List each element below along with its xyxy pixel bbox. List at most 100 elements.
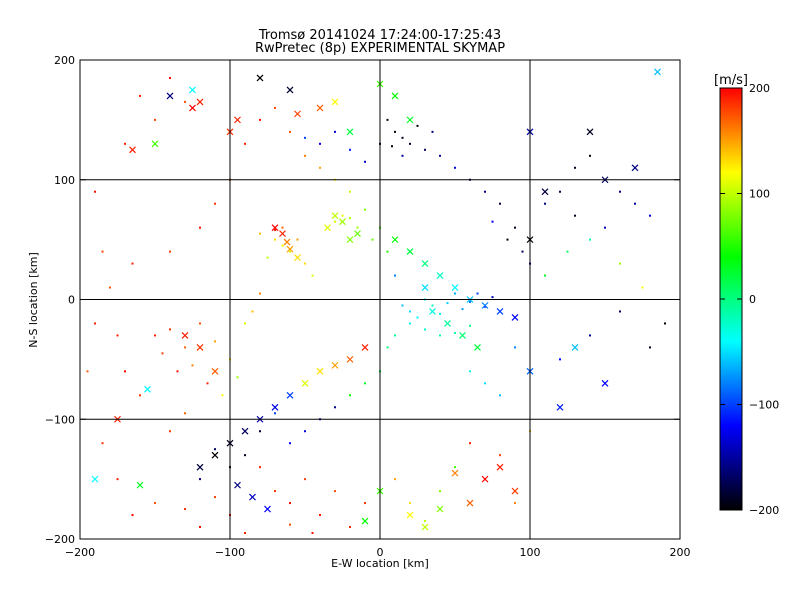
data-point-x — [429, 308, 436, 315]
data-point — [409, 310, 411, 313]
data-point — [274, 106, 276, 109]
data-point — [169, 328, 171, 331]
data-point — [259, 118, 261, 121]
data-point-x — [91, 475, 99, 483]
data-point — [649, 214, 651, 217]
data-point-x — [283, 238, 291, 246]
data-point — [334, 490, 336, 493]
data-point — [199, 526, 201, 529]
data-point-x — [511, 314, 519, 321]
data-point — [266, 256, 269, 259]
data-point — [214, 496, 216, 499]
data-point — [491, 296, 494, 299]
data-point-x — [391, 92, 399, 100]
data-point — [484, 382, 486, 385]
data-point — [311, 532, 314, 535]
data-point-x — [286, 86, 294, 94]
data-point — [154, 118, 156, 121]
data-point-x — [129, 146, 136, 154]
data-point-x — [346, 236, 354, 244]
data-point-x — [354, 230, 361, 238]
data-point — [499, 454, 501, 457]
data-point-x — [496, 308, 504, 315]
y-tick-label: −100 — [45, 413, 75, 426]
data-point — [566, 250, 569, 253]
data-point-x — [316, 104, 324, 112]
y-axis-label: N-S location [km] — [27, 252, 40, 348]
data-point — [589, 334, 591, 337]
data-point — [416, 316, 419, 319]
data-point — [154, 334, 156, 337]
data-point — [574, 214, 576, 217]
data-point-x — [459, 332, 466, 339]
colorbar-tick-label: 200 — [749, 82, 770, 95]
data-point — [304, 136, 306, 139]
data-point-x — [331, 361, 339, 369]
x-axis-label: E-W location [km] — [331, 557, 429, 570]
x-tick-label: −200 — [65, 546, 95, 559]
data-point — [191, 364, 194, 367]
data-point — [416, 124, 419, 127]
data-point — [619, 310, 621, 313]
data-point-x — [421, 260, 429, 267]
data-point — [139, 394, 141, 397]
data-point — [364, 208, 366, 211]
data-point — [364, 382, 366, 385]
data-point — [409, 142, 411, 145]
data-point — [259, 292, 261, 295]
data-point — [169, 76, 171, 79]
data-point-x — [406, 511, 414, 519]
data-point — [244, 454, 246, 457]
data-point-x — [511, 487, 519, 495]
data-point — [469, 300, 471, 303]
data-point — [184, 346, 186, 349]
data-point — [394, 130, 396, 133]
data-point-x — [324, 224, 331, 232]
data-point-x — [279, 230, 286, 238]
data-point-x — [286, 391, 294, 399]
data-point-x — [474, 343, 481, 351]
data-point-x — [571, 343, 579, 351]
data-point-x — [249, 493, 256, 501]
data-point — [349, 148, 351, 151]
data-point-x — [541, 188, 549, 196]
data-point — [214, 202, 216, 205]
data-point-x — [436, 505, 444, 513]
data-point — [521, 250, 524, 253]
y-tick-label: 0 — [68, 294, 75, 307]
data-point — [364, 160, 366, 163]
data-point-x — [406, 248, 414, 256]
colorbar-label: [m/s] — [714, 73, 748, 88]
data-point — [199, 322, 201, 325]
data-point — [319, 514, 321, 517]
data-point — [514, 502, 516, 505]
data-point — [131, 514, 134, 517]
data-point — [281, 226, 284, 229]
data-point — [251, 310, 254, 313]
data-point — [431, 130, 434, 133]
data-point-x — [196, 98, 204, 106]
data-point — [499, 202, 501, 205]
data-point — [244, 142, 246, 145]
data-points — [86, 68, 666, 535]
data-point — [506, 238, 509, 241]
data-point — [491, 220, 494, 223]
data-point-x — [256, 74, 264, 82]
data-point — [574, 166, 576, 169]
data-point-x — [286, 245, 294, 253]
data-point-x — [151, 140, 159, 148]
data-point-x — [346, 128, 354, 136]
data-point — [391, 145, 393, 148]
data-point — [634, 202, 636, 205]
data-point — [86, 370, 89, 373]
data-point — [454, 466, 456, 469]
data-point — [394, 274, 396, 277]
data-point-x — [436, 272, 444, 279]
data-point — [319, 166, 321, 169]
data-point — [289, 250, 291, 253]
data-point-x — [294, 254, 301, 262]
data-point — [289, 523, 291, 526]
data-point — [304, 478, 306, 481]
data-point — [319, 142, 321, 145]
